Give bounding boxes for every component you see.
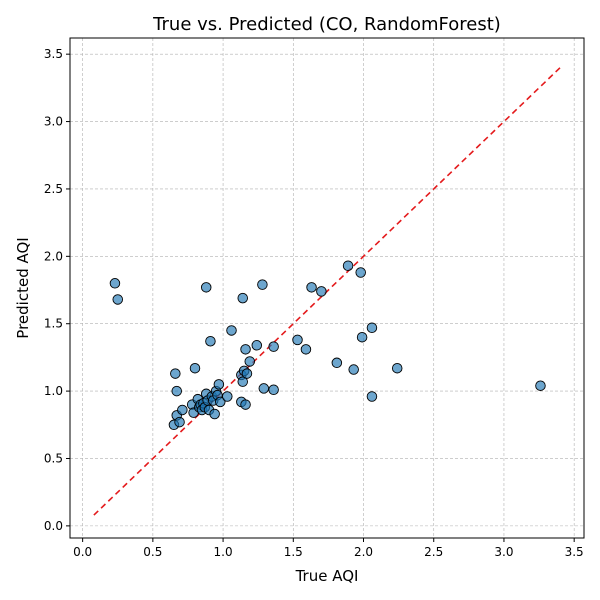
- data-point: [174, 416, 185, 428]
- data-point: [237, 376, 248, 387]
- data-point: [112, 294, 123, 305]
- data-point: [237, 292, 248, 304]
- y-tick-label: 2.0: [44, 249, 63, 263]
- data-point: [244, 356, 256, 367]
- x-tick-label: 0.0: [73, 545, 92, 559]
- x-axis: 0.0 0.5 1.0 1.5 2.0 2.5 3.0 3.5: [73, 538, 584, 559]
- data-point: [215, 396, 226, 408]
- x-tick-label: 2.0: [354, 545, 373, 559]
- data-point: [316, 286, 327, 297]
- data-point: [189, 362, 201, 374]
- y-tick-label: 1.0: [44, 384, 63, 398]
- data-point: [292, 334, 303, 346]
- data-point: [226, 325, 237, 336]
- data-point: [213, 379, 225, 390]
- data-point: [222, 391, 233, 402]
- data-points: [109, 260, 546, 431]
- y-tick-label: 0.0: [44, 519, 63, 533]
- data-point: [535, 380, 546, 391]
- x-tick-label: 3.5: [565, 545, 584, 559]
- data-point: [366, 322, 378, 334]
- data-point: [241, 368, 253, 379]
- data-point: [331, 357, 343, 369]
- grid: [70, 38, 584, 538]
- y-tick-label: 3.0: [44, 115, 63, 129]
- data-point: [391, 362, 403, 374]
- y-tick-label: 0.5: [44, 451, 63, 465]
- data-point: [240, 399, 251, 410]
- x-axis-label: True AQI: [295, 567, 359, 585]
- data-point: [268, 341, 279, 352]
- data-point: [171, 385, 182, 397]
- data-point: [200, 282, 212, 293]
- data-point: [177, 404, 188, 416]
- data-point: [258, 383, 270, 394]
- data-point: [342, 260, 354, 272]
- data-point: [366, 391, 378, 402]
- x-tick-label: 1.5: [284, 545, 303, 559]
- data-point: [209, 408, 220, 420]
- data-point: [205, 335, 216, 347]
- y-axis-label: Predicted AQI: [14, 237, 32, 338]
- data-point: [355, 267, 366, 278]
- y-tick-label: 2.5: [44, 182, 63, 196]
- x-tick-label: 3.0: [494, 545, 513, 559]
- data-point: [109, 278, 121, 289]
- data-point: [251, 340, 263, 351]
- data-point: [268, 384, 279, 396]
- data-point: [348, 364, 359, 375]
- data-point: [300, 344, 312, 355]
- reference-line: [93, 67, 561, 516]
- chart-title: True vs. Predicted (CO, RandomForest): [152, 14, 501, 35]
- data-point: [356, 331, 368, 343]
- y-tick-label: 1.5: [44, 317, 63, 331]
- y-axis: 0.0 0.5 1.0 1.5 2.0 2.5 3.0 3.5: [44, 47, 70, 533]
- data-point: [170, 368, 181, 379]
- data-point: [257, 279, 268, 290]
- plot-frame: [69, 37, 585, 539]
- data-point: [240, 344, 251, 355]
- y-tick-label: 3.5: [44, 47, 63, 61]
- x-tick-label: 2.5: [424, 545, 443, 559]
- x-tick-label: 1.0: [214, 545, 233, 559]
- data-point: [306, 282, 317, 293]
- x-tick-label: 0.5: [143, 545, 162, 559]
